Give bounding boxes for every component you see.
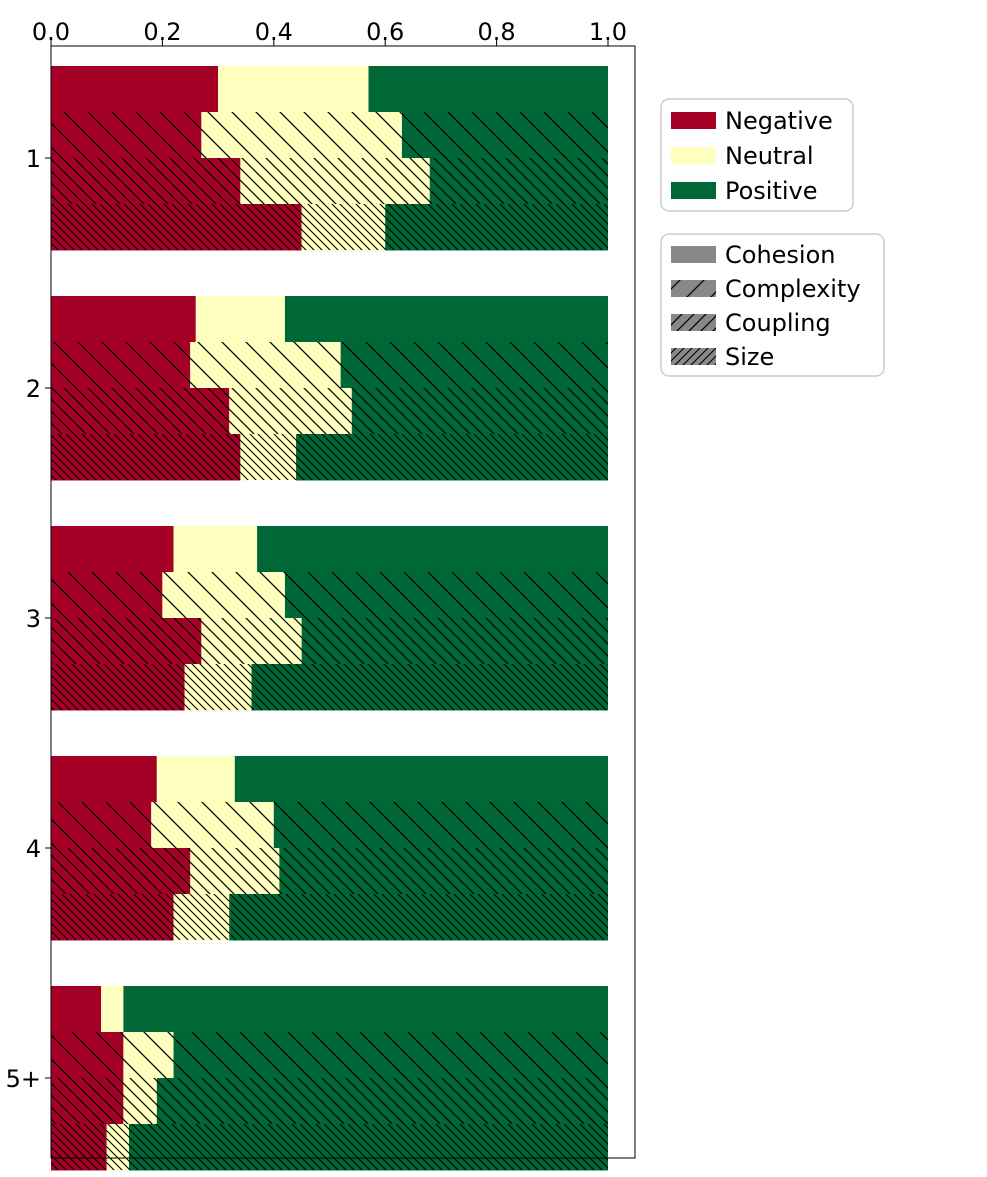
x-tick-label: 0.0 — [32, 18, 70, 46]
hatch-overlay-3-size — [51, 664, 608, 710]
y-tick-label: 3 — [26, 605, 41, 633]
legend-label-neutral: Neutral — [725, 142, 814, 170]
legend-swatch-positive — [671, 182, 716, 199]
x-tick-label: 0.2 — [143, 18, 181, 46]
y-tick-label: 5+ — [6, 1065, 41, 1093]
x-tick-label: 0.6 — [366, 18, 404, 46]
bar-segment-2-cohesion-negative — [51, 296, 196, 343]
legend-swatch-cohesion — [671, 246, 716, 263]
bar-segment-5plus-cohesion-neutral — [101, 986, 124, 1033]
hatch-overlay-1-coupling — [51, 158, 608, 204]
hatch-layer — [51, 112, 608, 1170]
hatch-overlay-4-complexity — [51, 802, 608, 848]
hatch-overlay-5plus-size — [51, 1124, 608, 1170]
bar-segment-3-cohesion-positive — [257, 526, 608, 573]
y-axis: 1 2 3 4 5+ — [6, 145, 51, 1093]
hatch-overlay-3-coupling — [51, 618, 608, 664]
bar-segment-4-cohesion-negative — [51, 756, 157, 803]
legend-box-metric — [660, 233, 885, 377]
legend-label-size: Size — [725, 343, 774, 371]
y-tick-label: 4 — [26, 835, 41, 863]
y-tick-label: 2 — [26, 375, 41, 403]
hatch-overlay-2-coupling — [51, 388, 608, 434]
bar-segment-5plus-cohesion-negative — [51, 986, 102, 1033]
bar-segment-5plus-cohesion-positive — [123, 986, 608, 1033]
bar-segment-3-cohesion-negative — [51, 526, 174, 573]
legend-swatch-neutral — [671, 147, 716, 164]
legend-swatch-hatch-coupling — [671, 314, 716, 331]
legend-swatch-hatch-size — [671, 348, 716, 365]
legend-label-negative: Negative — [725, 107, 833, 135]
hatch-overlay-5plus-complexity — [51, 1032, 608, 1078]
legend-label-coupling: Coupling — [725, 309, 831, 337]
legend-swatch-hatch-complexity — [671, 280, 716, 297]
hatch-overlay-1-complexity — [51, 112, 608, 158]
legend-label-cohesion: Cohesion — [725, 241, 835, 269]
bar-segment-1-cohesion-negative — [51, 66, 219, 113]
x-axis: 0.0 0.2 0.4 0.6 0.8 1.0 — [32, 18, 627, 46]
hatch-overlay-2-complexity — [51, 342, 608, 388]
bar-segment-2-cohesion-positive — [284, 296, 608, 343]
hatch-overlay-5plus-coupling — [51, 1078, 608, 1124]
bar-segment-3-cohesion-neutral — [173, 526, 258, 573]
legend-swatch-negative — [671, 112, 716, 129]
hatch-overlay-2-size — [51, 434, 608, 480]
bar-segment-4-cohesion-neutral — [156, 756, 235, 803]
hatch-overlay-3-complexity — [51, 572, 608, 618]
hatch-overlay-1-size — [51, 204, 608, 250]
hatch-overlay-4-size — [51, 894, 608, 940]
legend: Negative Neutral Positive Cohesion Complexit… — [660, 98, 885, 377]
bar-segment-2-cohesion-neutral — [195, 296, 285, 343]
x-tick-label: 0.8 — [478, 18, 516, 46]
bar-segment-1-cohesion-positive — [368, 66, 608, 113]
plot-area-frame — [50, 45, 636, 1159]
x-tick-label: 0.4 — [255, 18, 293, 46]
hatch-overlay-4-coupling — [51, 848, 608, 894]
legend-label-positive: Positive — [725, 177, 818, 205]
bar-segment-4-cohesion-positive — [234, 756, 608, 803]
y-tick-label: 1 — [26, 145, 41, 173]
bar-segment-1-cohesion-neutral — [218, 66, 369, 113]
x-tick-label: 1.0 — [589, 18, 627, 46]
legend-label-complexity: Complexity — [725, 275, 861, 303]
